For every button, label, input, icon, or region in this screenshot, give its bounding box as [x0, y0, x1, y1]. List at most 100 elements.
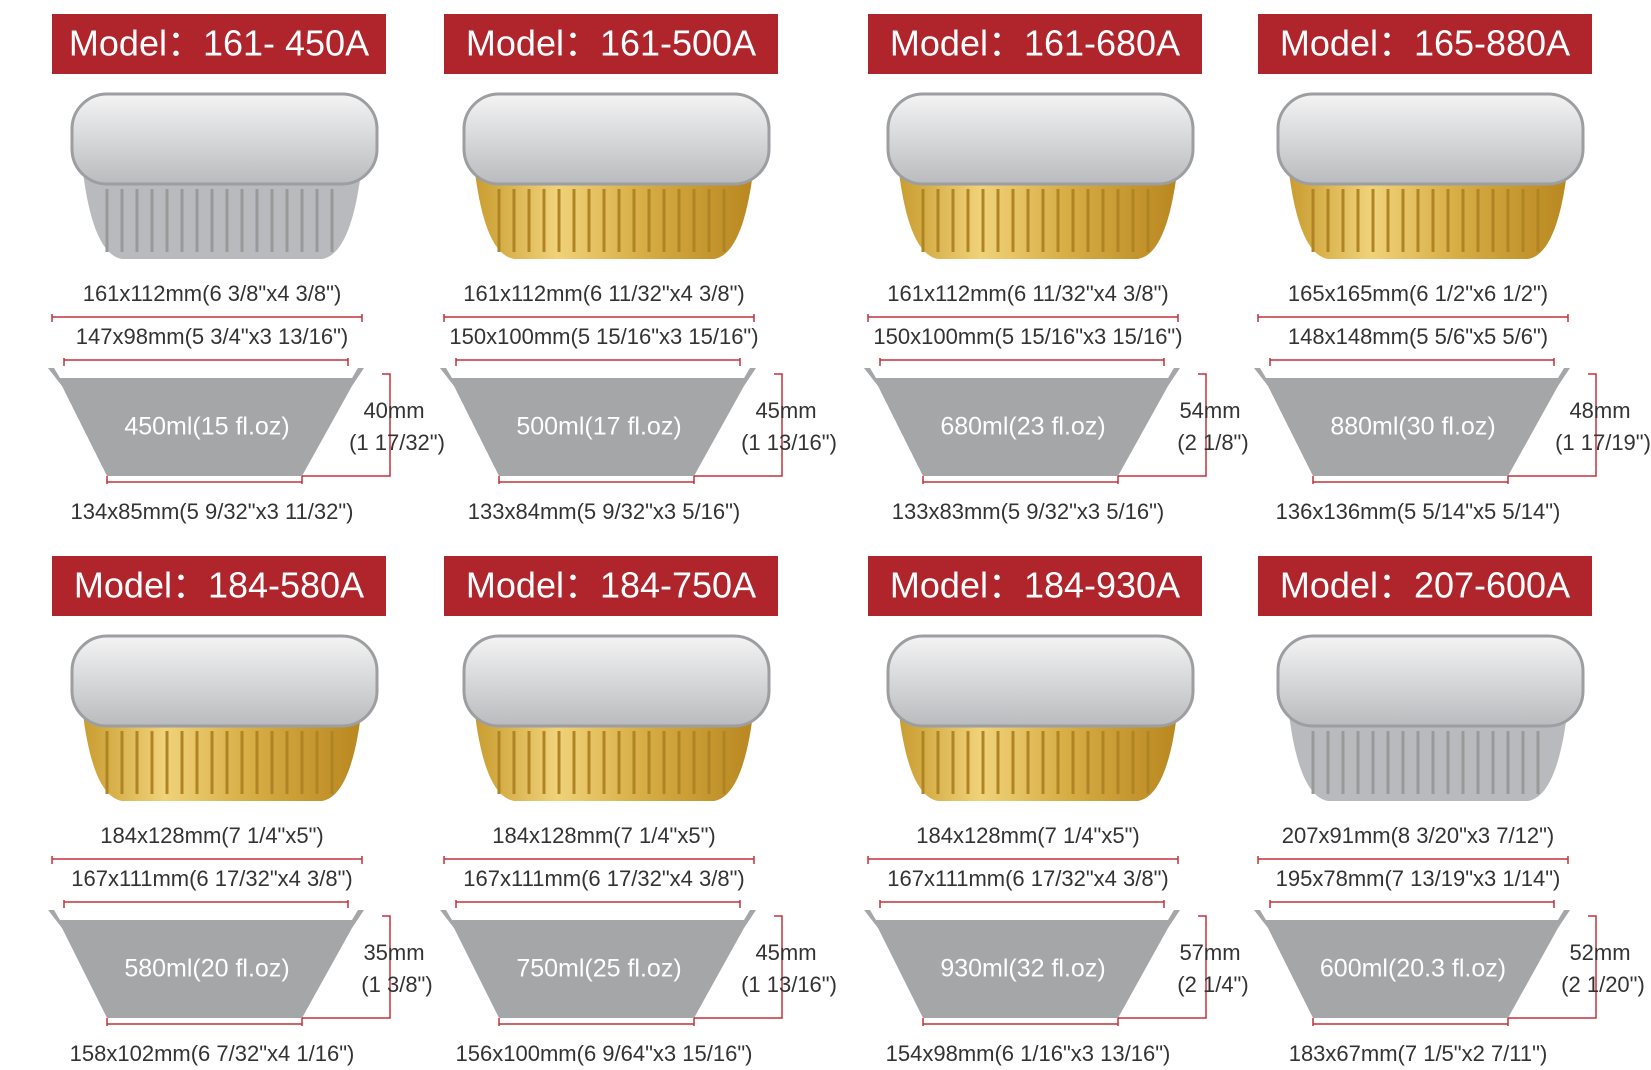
tray-profile — [440, 368, 756, 476]
top-bracket — [867, 314, 1179, 322]
product-card: Model：207-600A 207x91mm(8 3/20"x3 7/12") 1… — [1254, 556, 1645, 1066]
bottom-size: 133x84mm(5 9/32"x3 5/16") — [468, 499, 740, 524]
capacity: 580ml(20 fl.oz) — [124, 955, 289, 983]
bottom-size: 133x83mm(5 9/32"x3 5/16") — [892, 499, 1164, 524]
height-bracket — [302, 373, 391, 477]
height-inch: (1 13/16") — [741, 972, 837, 997]
rim-size: 167x111mm(6 17/32"x4 3/8") — [71, 866, 352, 891]
tray-rim — [462, 92, 771, 186]
top-bracket — [51, 314, 363, 322]
height-inch: (1 13/16") — [741, 430, 837, 455]
bottom-bracket — [106, 476, 303, 484]
height: 54mm — [1179, 398, 1240, 423]
rim-bracket — [63, 358, 349, 366]
model-title: Model：161-680A — [890, 23, 1180, 64]
bottom-bracket — [1312, 476, 1509, 484]
product-card: Model：184-580A 184x128mm(7 1/4"x5") 167x11… — [48, 556, 433, 1066]
tray-profile — [864, 368, 1180, 476]
top-size: 161x112mm(6 11/32"x4 3/8") — [463, 281, 744, 306]
top-bracket — [1257, 314, 1569, 322]
height: 48mm — [1569, 398, 1630, 423]
model-banner — [52, 14, 386, 74]
height-inch: (1 3/8") — [361, 972, 432, 997]
height: 45mm — [755, 940, 816, 965]
capacity: 680ml(23 fl.oz) — [940, 413, 1105, 441]
product-photo — [462, 92, 771, 259]
product-card: Model：184-750A 184x128mm(7 1/4"x5") 167x11… — [440, 556, 837, 1066]
height-inch: (1 17/19") — [1555, 430, 1651, 455]
product-photo — [1276, 92, 1585, 259]
rim-bracket — [455, 900, 741, 908]
model-banner — [444, 556, 778, 616]
rim-size: 150x100mm(5 15/16"x3 15/16") — [449, 324, 758, 349]
rim-bracket — [63, 900, 349, 908]
model-banner — [444, 14, 778, 74]
height-bracket — [1118, 915, 1207, 1019]
product-card: Model：161-500A 161x112mm(6 11/32"x4 3/8")… — [440, 14, 837, 524]
top-size: 207x91mm(8 3/20"x3 7/12") — [1282, 823, 1554, 848]
height: 35mm — [363, 940, 424, 965]
bottom-bracket — [498, 476, 695, 484]
model-title: Model：161-500A — [466, 23, 756, 64]
height: 45mm — [755, 398, 816, 423]
tray-profile — [1254, 368, 1570, 476]
product-photo — [1276, 634, 1585, 801]
model-title: Model：207-600A — [1280, 565, 1570, 606]
rim-bracket — [1269, 900, 1555, 908]
height: 52mm — [1569, 940, 1630, 965]
top-size: 184x128mm(7 1/4"x5") — [916, 823, 1140, 848]
model-banner — [868, 14, 1202, 74]
product-photo — [886, 92, 1195, 259]
rim-bracket — [455, 358, 741, 366]
height-inch: (2 1/8") — [1177, 430, 1248, 455]
height-inch: (1 17/32") — [349, 430, 445, 455]
tray-rim — [70, 92, 379, 186]
capacity: 500ml(17 fl.oz) — [516, 413, 681, 441]
height-bracket — [302, 915, 391, 1019]
top-size: 184x128mm(7 1/4"x5") — [492, 823, 716, 848]
model-title: Model：184-930A — [890, 565, 1180, 606]
tray-rim — [886, 92, 1195, 186]
bottom-bracket — [922, 1018, 1119, 1026]
bottom-bracket — [1312, 1018, 1509, 1026]
bottom-bracket — [106, 1018, 303, 1026]
product-photo — [462, 634, 771, 801]
tray-profile — [48, 910, 364, 1018]
height-bracket — [1508, 373, 1597, 477]
top-size: 165x165mm(6 1/2"x6 1/2") — [1288, 281, 1548, 306]
height-inch: (2 1/4") — [1177, 972, 1248, 997]
capacity: 930ml(32 fl.oz) — [940, 955, 1105, 983]
model-banner — [868, 556, 1202, 616]
product-card: Model：165-880A 165x165mm(6 1/2"x6 1/2") 14… — [1254, 14, 1651, 524]
model-title: Model：165-880A — [1280, 23, 1570, 64]
model-banner — [1258, 556, 1592, 616]
capacity: 750ml(25 fl.oz) — [516, 955, 681, 983]
top-size: 184x128mm(7 1/4"x5") — [100, 823, 324, 848]
rim-size: 150x100mm(5 15/16"x3 15/16") — [873, 324, 1182, 349]
model-title: Model：184-580A — [74, 565, 364, 606]
tray-profile — [864, 910, 1180, 1018]
product-card: Model：184-930A 184x128mm(7 1/4"x5") 167x11… — [864, 556, 1249, 1066]
model-banner — [1258, 14, 1592, 74]
product-card: Model：161- 450A 161x112mm(6 3/8"x4 3/8") 1… — [48, 14, 445, 524]
top-bracket — [867, 856, 1179, 864]
tray-profile — [1254, 910, 1570, 1018]
rim-size: 147x98mm(5 3/4"x3 13/16") — [76, 324, 348, 349]
tray-rim — [462, 634, 771, 728]
bottom-size: 158x102mm(6 7/32"x4 1/16") — [70, 1041, 355, 1066]
top-bracket — [51, 856, 363, 864]
bottom-size: 136x136mm(5 5/14"x5 5/14") — [1276, 499, 1561, 524]
model-title: Model：161- 450A — [69, 23, 369, 64]
bottom-bracket — [922, 476, 1119, 484]
model-banner — [52, 556, 386, 616]
height-inch: (2 1/20") — [1561, 972, 1645, 997]
bottom-size: 154x98mm(6 1/16"x3 13/16") — [886, 1041, 1171, 1066]
rim-size: 195x78mm(7 13/19"x3 1/14") — [1276, 866, 1561, 891]
height-bracket — [1118, 373, 1207, 477]
rim-size: 167x111mm(6 17/32"x4 3/8") — [463, 866, 744, 891]
product-photo — [70, 92, 379, 259]
tray-rim — [1276, 92, 1585, 186]
capacity: 450ml(15 fl.oz) — [124, 413, 289, 441]
top-size: 161x112mm(6 3/8"x4 3/8") — [83, 281, 342, 306]
top-bracket — [443, 314, 755, 322]
